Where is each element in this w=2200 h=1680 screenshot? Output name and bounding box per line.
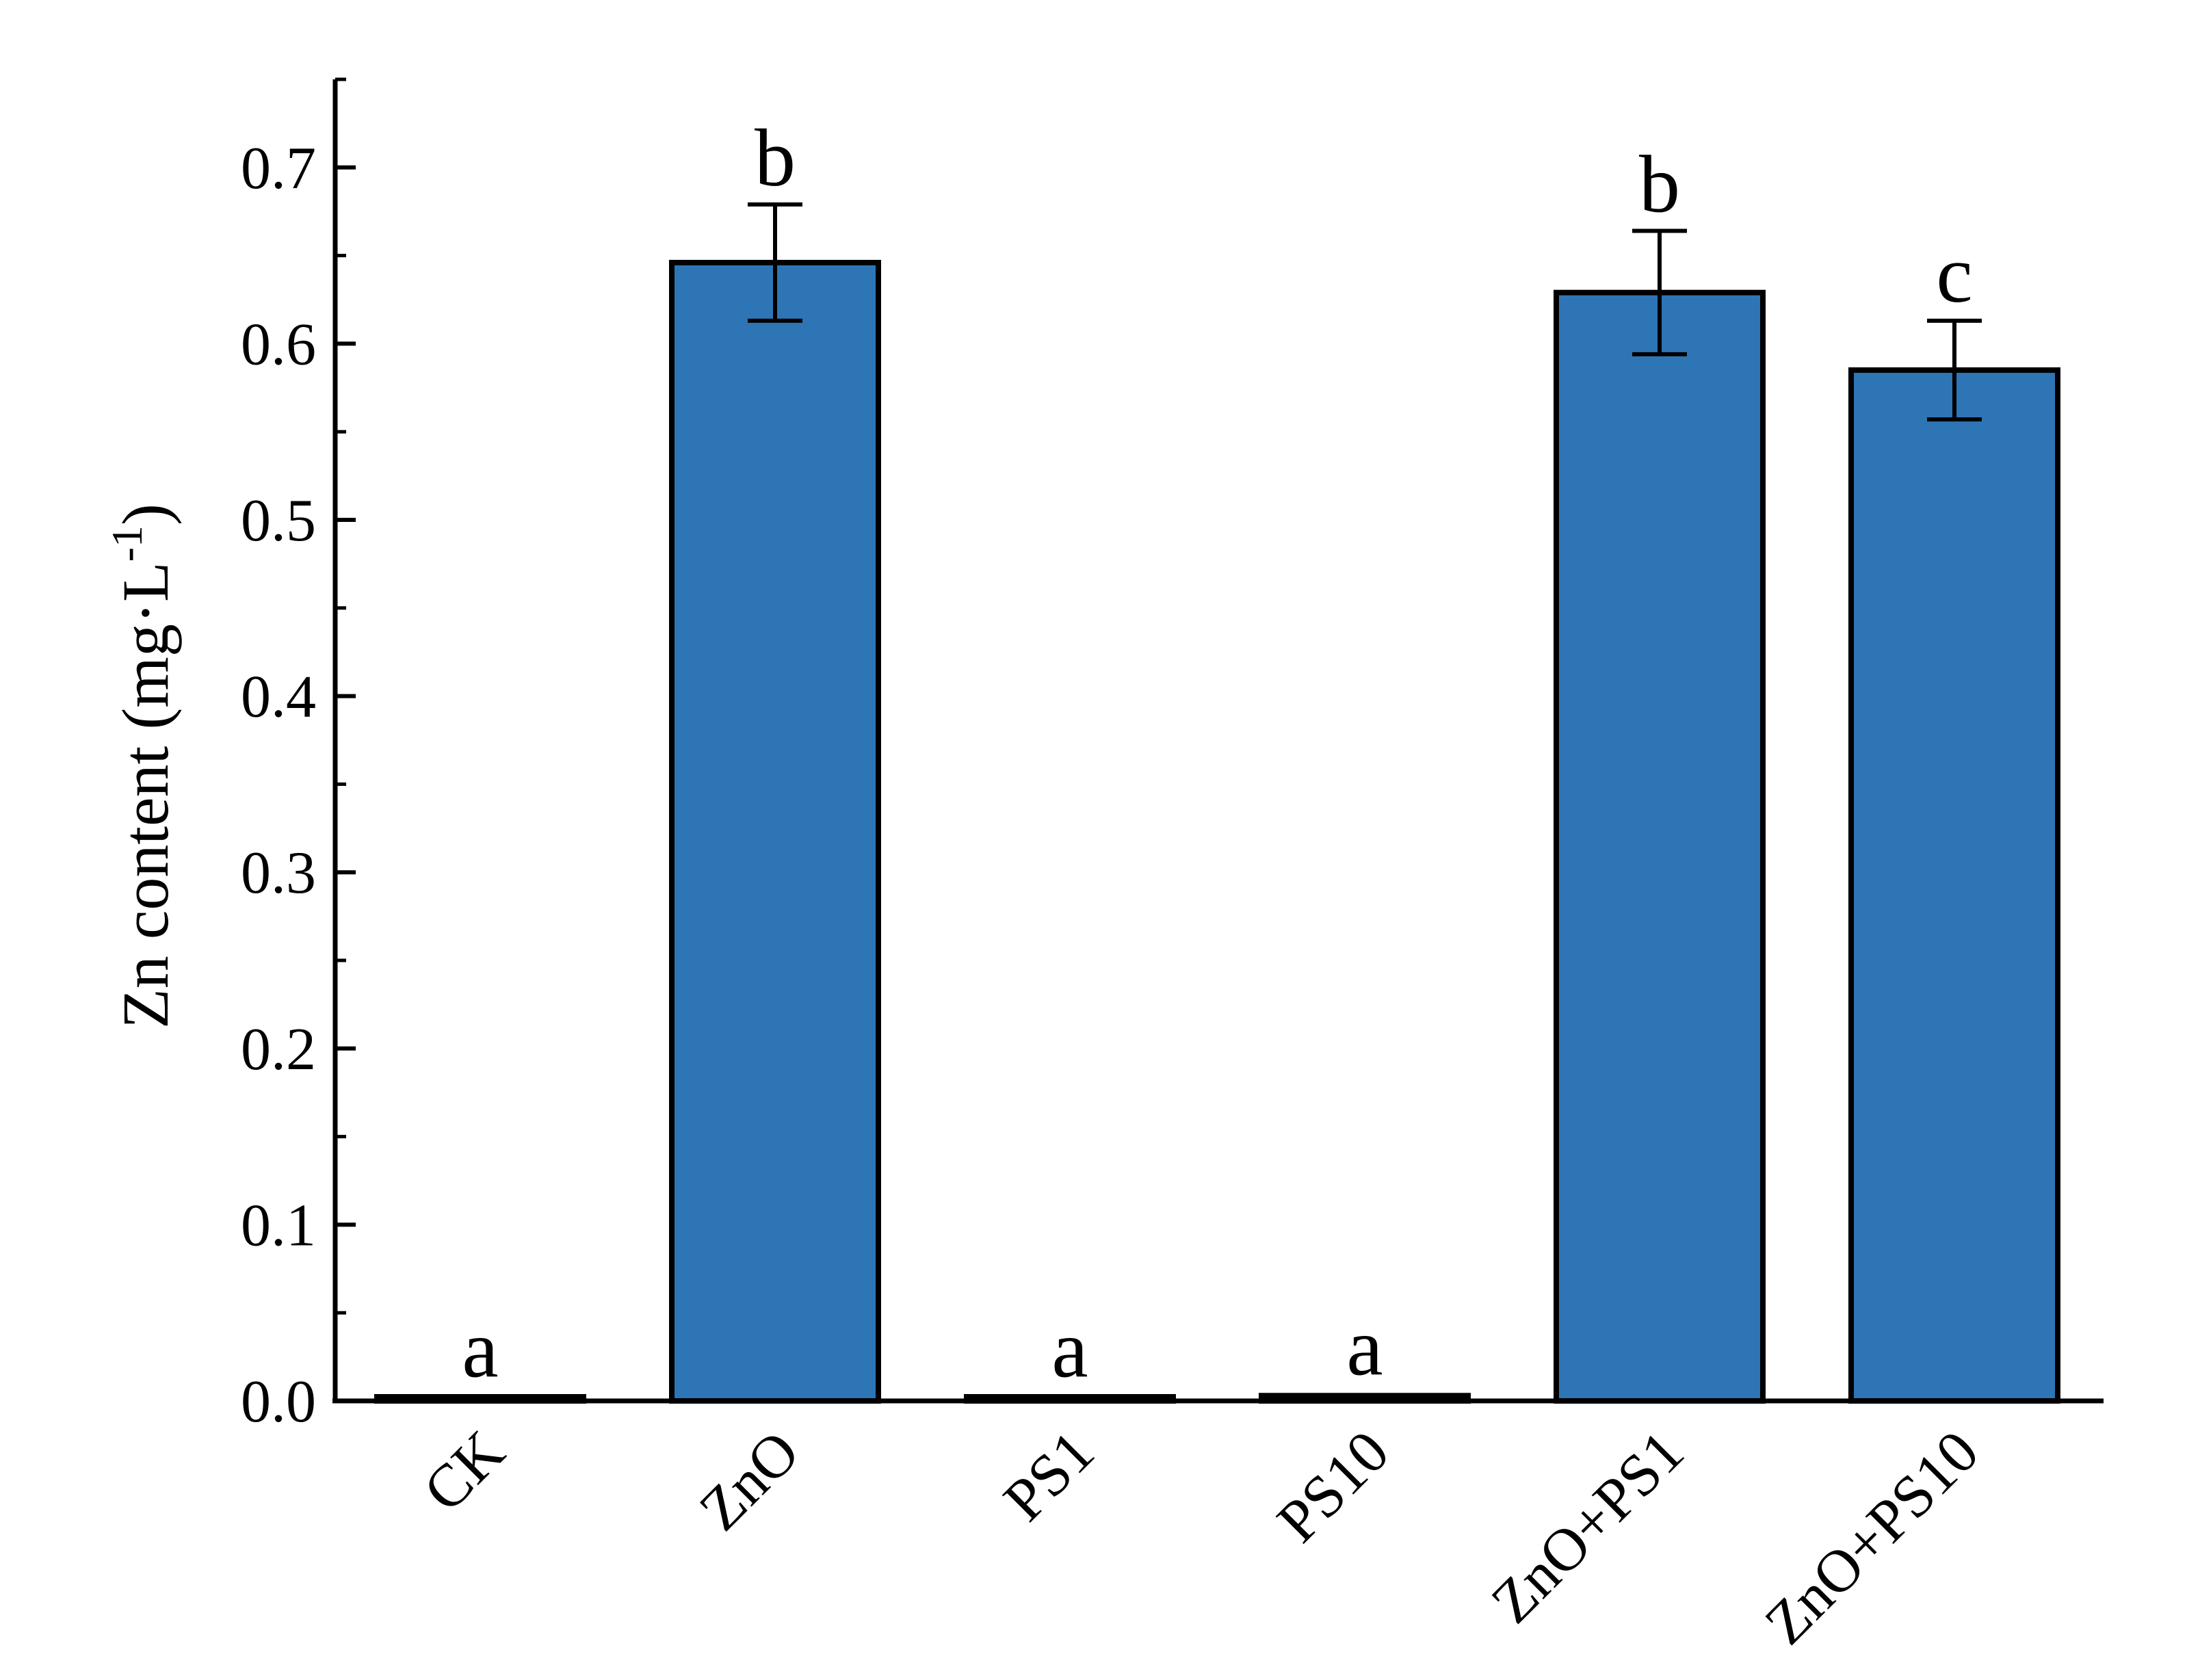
y-tick-label: 0.1 — [241, 1192, 316, 1259]
category-label: PS10 — [1265, 1419, 1402, 1556]
y-axis-title-main: Zn content (mg·L — [109, 562, 182, 1028]
significance-letter: b — [755, 112, 796, 203]
category-label: ZnO — [687, 1419, 812, 1544]
y-axis-title-close: ) — [109, 503, 182, 525]
significance-letter: b — [1639, 139, 1680, 230]
y-tick-label: 0.3 — [241, 840, 316, 906]
y-axis-title: Zn content (mg·L-1) — [103, 503, 182, 1029]
y-tick-label: 0.4 — [241, 664, 316, 731]
category-label: CK — [411, 1419, 517, 1525]
y-ticks-layer: 0.0 0.1 0.2 0.3 0.4 0.5 0.6 0.7 — [241, 77, 356, 1435]
significance-letter: a — [1051, 1303, 1088, 1394]
bar-zno-ps10 — [1848, 367, 2060, 1404]
significance-letter: a — [1346, 1302, 1383, 1393]
y-tick-label: 0.0 — [241, 1369, 316, 1435]
y-tick-label: 0.6 — [241, 311, 316, 378]
category-label: ZnO+PS1 — [1479, 1419, 1697, 1636]
category-label: ZnO+PS10 — [1753, 1419, 1991, 1657]
significance-letter: a — [462, 1303, 498, 1394]
category-label: PS1 — [991, 1419, 1107, 1534]
significance-letter: c — [1936, 228, 1972, 319]
bars-layer — [374, 259, 2060, 1404]
significance-labels-layer: a b a a b c — [462, 112, 1972, 1394]
y-axis-title-superscript: -1 — [103, 525, 151, 562]
y-tick-label: 0.7 — [241, 135, 316, 202]
category-labels-layer: CK ZnO PS1 PS10 ZnO+PS1 ZnO+PS10 — [411, 1419, 1991, 1657]
y-tick-label: 0.2 — [241, 1016, 316, 1083]
bar-zno-ps1 — [1554, 289, 1766, 1404]
error-bars-layer — [748, 202, 1982, 422]
y-tick-label: 0.5 — [241, 488, 316, 554]
bar-zno — [669, 259, 881, 1404]
axes-layer — [332, 79, 2104, 1404]
